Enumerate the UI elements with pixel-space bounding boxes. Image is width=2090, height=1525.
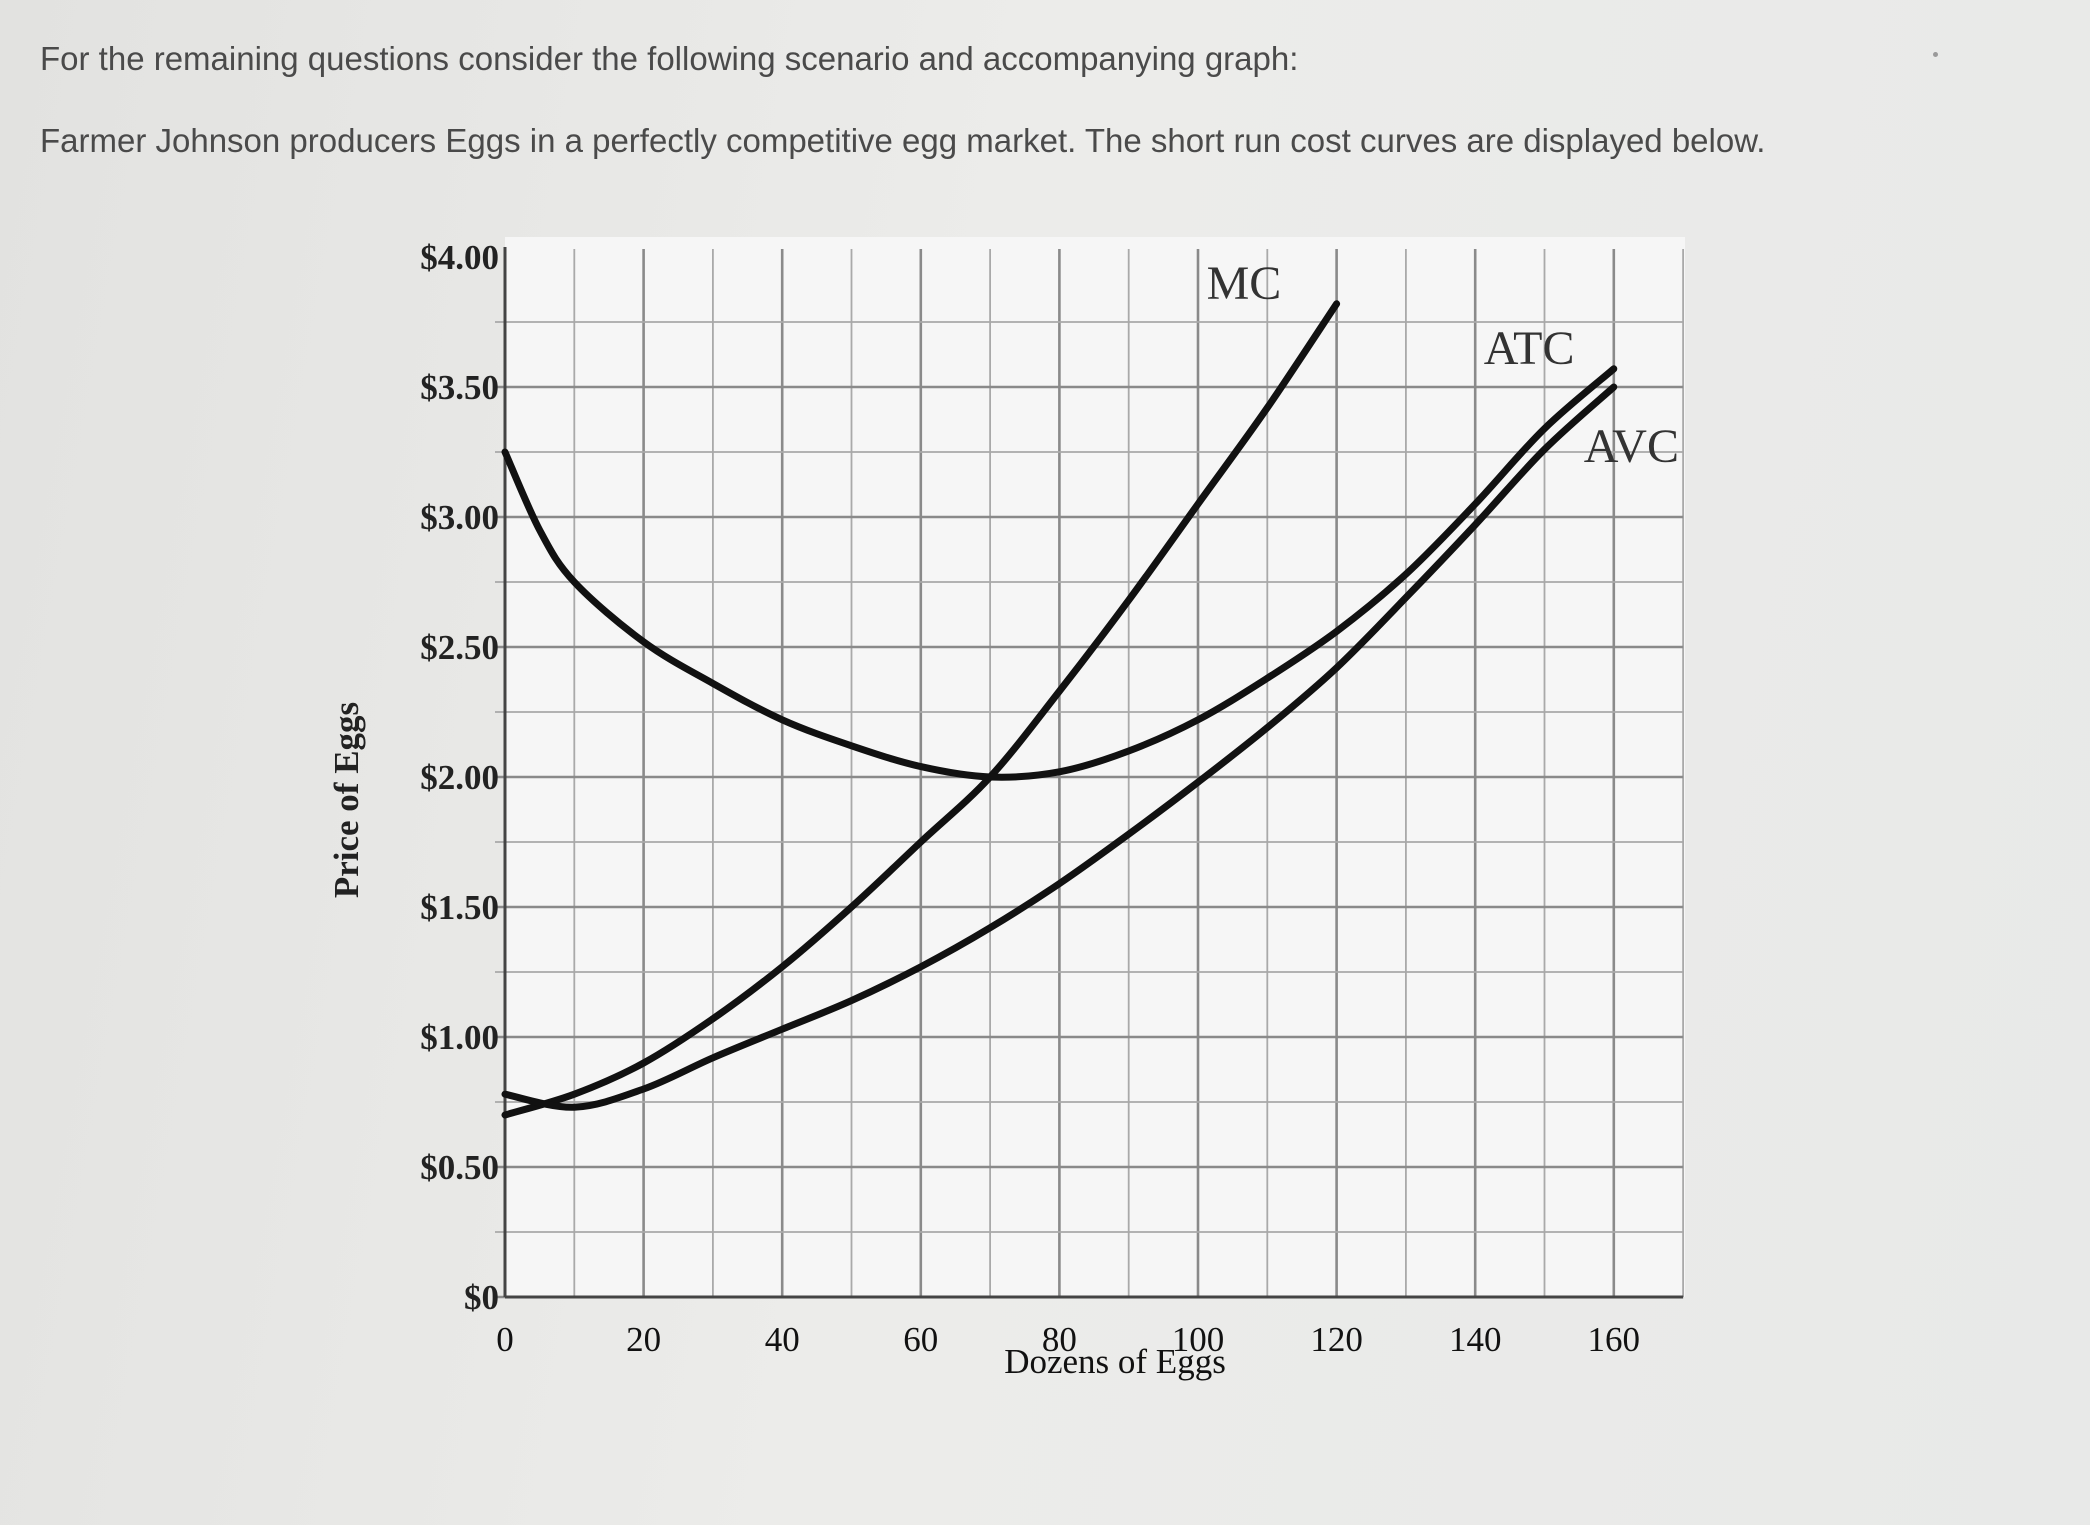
x-tick-labels: 0 20 40 60 80 100 120 140 160 <box>496 1320 1640 1359</box>
series-label-mc: MC <box>1207 257 1282 310</box>
x-tick-label: 120 <box>1310 1320 1363 1359</box>
y-tick-label: $3.50 <box>420 368 499 407</box>
x-tick-label: 100 <box>1172 1320 1225 1359</box>
x-tick-label: 60 <box>903 1320 938 1359</box>
y-tick-label: $4.00 <box>420 238 499 277</box>
series-line-mc <box>501 300 1341 1119</box>
screen-dust-speck <box>1933 52 1938 57</box>
scenario-intro-text: For the remaining questions consider the… <box>40 40 1299 77</box>
y-tick-label: $0 <box>464 1278 499 1317</box>
plot-area-background <box>505 237 1685 1297</box>
series-label-avc: AVC <box>1584 420 1679 473</box>
y-tick-label: $1.00 <box>420 1018 499 1057</box>
x-tick-label: 40 <box>765 1320 800 1359</box>
series-line-avc <box>501 383 1618 1111</box>
y-axis-label: Price of Eggs <box>327 702 366 898</box>
x-axis-label: Dozens of Eggs <box>1004 1342 1226 1381</box>
curve-group <box>501 300 1618 1119</box>
y-tick-label: $2.00 <box>420 758 499 797</box>
y-tick-label: $1.50 <box>420 888 499 927</box>
series-line-atc <box>501 365 1618 781</box>
y-tick-label: $3.00 <box>420 498 499 537</box>
y-tick-label: $2.50 <box>420 628 499 667</box>
scenario-description-text: Farmer Johnson producers Eggs in a perfe… <box>40 122 1766 159</box>
x-tick-label: 140 <box>1449 1320 1502 1359</box>
y-tick-label: $0.50 <box>420 1148 499 1187</box>
y-tick-labels: $0 $0.50 $1.00 $1.50 $2.00 $2.50 $3.00 $3.50 $4.… <box>420 238 499 1317</box>
x-tick-label: 20 <box>626 1320 661 1359</box>
series-label-atc: ATC <box>1484 322 1575 375</box>
x-tick-label: 80 <box>1042 1320 1077 1359</box>
x-tick-label: 0 <box>496 1320 514 1359</box>
x-tick-label: 160 <box>1588 1320 1641 1359</box>
